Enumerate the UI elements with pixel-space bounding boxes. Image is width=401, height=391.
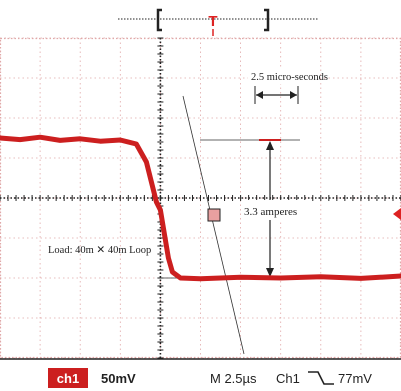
current-step-label: 3.3 amperes (244, 206, 297, 218)
trigger-channel-readout: Ch1 (276, 371, 300, 386)
falling-edge-icon (308, 371, 334, 385)
waveform-point (135, 142, 138, 146)
waveform-point (167, 256, 170, 260)
timebase-readout: M 2.5µs (210, 371, 257, 386)
waveform-point (99, 140, 102, 143)
waveform-trace (0, 134, 401, 282)
waveform-point (38, 136, 42, 139)
waveform-point (319, 275, 322, 278)
trigger-level-marker (393, 208, 401, 220)
waveform-point (18, 138, 22, 141)
waveform-point (155, 200, 158, 204)
waveform-point (359, 277, 363, 280)
waveform-point (163, 232, 166, 236)
channel-badge[interactable] (48, 368, 88, 388)
trigger-level-readout: 77mV (338, 371, 372, 386)
waveform-point (79, 137, 82, 140)
load-label: Load: 40m ✕ 40m Loop (48, 245, 151, 256)
waveform-points (0, 136, 401, 280)
slope-reference-line (182, 95, 245, 355)
waveform-point (58, 139, 62, 142)
waveform-point (145, 160, 148, 164)
waveform-point (159, 208, 162, 212)
channel-badge-label: ch1 (57, 371, 79, 386)
waveform-point (279, 276, 282, 280)
waveform-point (151, 184, 154, 188)
trigger-position-bar: T (118, 8, 318, 36)
trigger-marker-label: T (208, 13, 217, 30)
waveform-point (119, 138, 122, 142)
waveform-point (179, 276, 182, 280)
graticule-center-axes (0, 37, 401, 359)
status-bar: ch1 50mV M 2.5µs Ch1 77mV (0, 358, 401, 391)
waveform-point (171, 270, 174, 274)
waveform-point (239, 276, 242, 279)
waveform-point (199, 277, 202, 280)
trigger-point-marker (207, 208, 221, 222)
time-interval-label: 2.5 micro-seconds (251, 72, 328, 83)
measurement-annotations (160, 68, 318, 355)
volts-per-div: 50mV (101, 371, 136, 386)
waveform-point (0, 136, 2, 140)
